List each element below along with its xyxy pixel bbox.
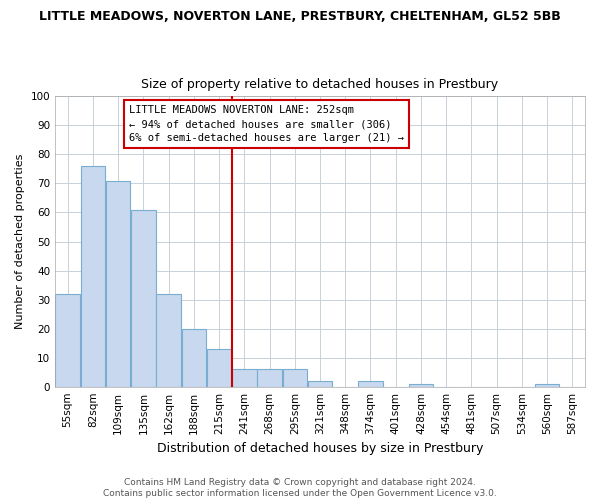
Bar (409, 384, 433, 386)
Bar (232, 370, 257, 386)
Bar (106, 180, 130, 386)
Bar (535, 384, 559, 386)
X-axis label: Distribution of detached houses by size in Prestbury: Distribution of detached houses by size … (157, 442, 483, 455)
Text: LITTLE MEADOWS, NOVERTON LANE, PRESTBURY, CHELTENHAM, GL52 5BB: LITTLE MEADOWS, NOVERTON LANE, PRESTBURY… (39, 10, 561, 23)
Bar (80, 166, 105, 386)
Bar (308, 381, 332, 386)
Bar (358, 381, 383, 386)
Bar (283, 370, 307, 386)
Text: LITTLE MEADOWS NOVERTON LANE: 252sqm
← 94% of detached houses are smaller (306)
: LITTLE MEADOWS NOVERTON LANE: 252sqm ← 9… (129, 105, 404, 143)
Bar (131, 210, 155, 386)
Text: Contains HM Land Registry data © Crown copyright and database right 2024.
Contai: Contains HM Land Registry data © Crown c… (103, 478, 497, 498)
Bar (157, 294, 181, 386)
Y-axis label: Number of detached properties: Number of detached properties (15, 154, 25, 329)
Bar (207, 349, 232, 387)
Title: Size of property relative to detached houses in Prestbury: Size of property relative to detached ho… (142, 78, 499, 91)
Bar (257, 370, 282, 386)
Bar (55, 294, 80, 386)
Bar (182, 328, 206, 386)
